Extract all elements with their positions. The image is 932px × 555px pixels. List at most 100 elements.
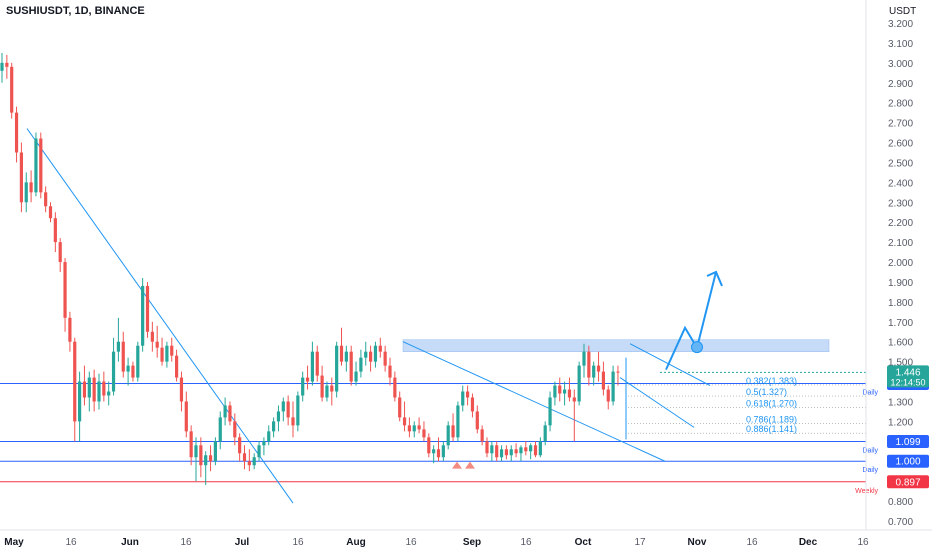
candle-body[interactable] xyxy=(480,429,484,442)
candle-body[interactable] xyxy=(592,365,596,378)
candle-body[interactable] xyxy=(320,375,324,398)
candle-body[interactable] xyxy=(417,425,421,430)
candle-body[interactable] xyxy=(504,449,508,456)
candle-body[interactable] xyxy=(446,425,450,446)
candle-body[interactable] xyxy=(563,389,567,394)
candle-body[interactable] xyxy=(495,445,499,458)
candle-body[interactable] xyxy=(189,431,193,458)
candle-body[interactable] xyxy=(490,445,494,454)
projection-point[interactable] xyxy=(691,341,703,354)
candle-body[interactable] xyxy=(325,385,329,398)
candle-body[interactable] xyxy=(402,417,407,426)
candle-body[interactable] xyxy=(68,317,72,342)
candle-body[interactable] xyxy=(388,365,392,378)
candle-body[interactable] xyxy=(529,445,533,452)
candle-body[interactable] xyxy=(218,417,222,442)
candle-body[interactable] xyxy=(499,449,504,458)
candle-body[interactable] xyxy=(310,351,314,382)
candle-body[interactable] xyxy=(422,429,426,438)
candle-body[interactable] xyxy=(63,262,67,318)
candle-body[interactable] xyxy=(223,405,227,418)
candle-body[interactable] xyxy=(335,345,339,392)
candle-body[interactable] xyxy=(73,341,77,422)
candle-body[interactable] xyxy=(78,381,82,422)
candle-body[interactable] xyxy=(359,357,363,372)
candle-body[interactable] xyxy=(247,461,251,466)
candle-body[interactable] xyxy=(29,182,33,193)
candle-body[interactable] xyxy=(315,351,319,376)
candle-body[interactable] xyxy=(456,405,460,438)
candle-body[interactable] xyxy=(383,351,387,366)
candle-body[interactable] xyxy=(339,345,344,362)
candle-body[interactable] xyxy=(436,449,441,458)
candle-body[interactable] xyxy=(519,447,523,454)
candle-body[interactable] xyxy=(606,389,610,402)
candle-body[interactable] xyxy=(272,421,276,432)
candle-body[interactable] xyxy=(558,385,562,394)
candle-body[interactable] xyxy=(407,425,411,432)
candle-body[interactable] xyxy=(102,381,106,396)
candle-body[interactable] xyxy=(208,455,213,462)
candle-body[interactable] xyxy=(553,385,557,398)
candle-body[interactable] xyxy=(136,345,140,378)
candle-body[interactable] xyxy=(567,389,572,398)
candle-body[interactable] xyxy=(257,445,261,458)
candle-body[interactable] xyxy=(179,377,184,402)
candle-body[interactable] xyxy=(533,445,538,456)
candle-body[interactable] xyxy=(82,381,87,398)
candle-body[interactable] xyxy=(587,351,591,378)
candle-body[interactable] xyxy=(111,351,116,392)
candle-body[interactable] xyxy=(24,182,28,203)
candle-body[interactable] xyxy=(524,447,528,452)
candle-body[interactable] xyxy=(286,401,290,418)
candle-body[interactable] xyxy=(296,395,300,426)
candle-body[interactable] xyxy=(252,457,256,466)
candle-body[interactable] xyxy=(369,351,373,362)
candle-body[interactable] xyxy=(145,285,150,332)
candle-body[interactable] xyxy=(461,391,465,406)
candle-body[interactable] xyxy=(475,411,479,430)
candle-body[interactable] xyxy=(611,371,615,402)
candle-body[interactable] xyxy=(39,138,43,193)
candle-body[interactable] xyxy=(301,377,305,396)
candle-body[interactable] xyxy=(344,351,348,362)
candle-body[interactable] xyxy=(582,351,586,366)
candle-body[interactable] xyxy=(267,431,271,442)
candle-body[interactable] xyxy=(170,345,174,356)
candle-body[interactable] xyxy=(58,242,62,263)
candle-body[interactable] xyxy=(577,365,581,402)
candle-body[interactable] xyxy=(233,421,237,438)
candle-body[interactable] xyxy=(276,411,281,422)
candle-body[interactable] xyxy=(601,371,605,390)
candle-body[interactable] xyxy=(92,377,96,402)
candle-body[interactable] xyxy=(441,445,445,458)
candle-body[interactable] xyxy=(398,397,402,418)
candle-body[interactable] xyxy=(543,425,547,442)
candle-body[interactable] xyxy=(393,377,397,398)
candle-body[interactable] xyxy=(470,397,475,412)
resistance-zone[interactable] xyxy=(402,339,830,352)
candle-body[interactable] xyxy=(53,218,57,243)
trendline[interactable] xyxy=(619,377,695,428)
candle-body[interactable] xyxy=(160,347,164,362)
candle-body[interactable] xyxy=(10,66,14,113)
candle-body[interactable] xyxy=(14,112,19,153)
candle-body[interactable] xyxy=(184,401,188,432)
candle-body[interactable] xyxy=(432,449,436,454)
candle-body[interactable] xyxy=(354,371,358,382)
candle-body[interactable] xyxy=(199,445,203,466)
candle-body[interactable] xyxy=(485,441,489,454)
candle-body[interactable] xyxy=(97,381,101,402)
candle-body[interactable] xyxy=(0,62,4,71)
candle-body[interactable] xyxy=(572,397,576,402)
candle-body[interactable] xyxy=(427,437,431,454)
candle-body[interactable] xyxy=(141,285,145,346)
trendline[interactable] xyxy=(26,128,294,504)
candle-body[interactable] xyxy=(349,351,353,382)
candle-body[interactable] xyxy=(451,425,455,438)
candle-body[interactable] xyxy=(378,345,382,352)
candle-body[interactable] xyxy=(509,449,513,456)
candle-body[interactable] xyxy=(19,152,23,203)
candle-body[interactable] xyxy=(262,441,266,446)
